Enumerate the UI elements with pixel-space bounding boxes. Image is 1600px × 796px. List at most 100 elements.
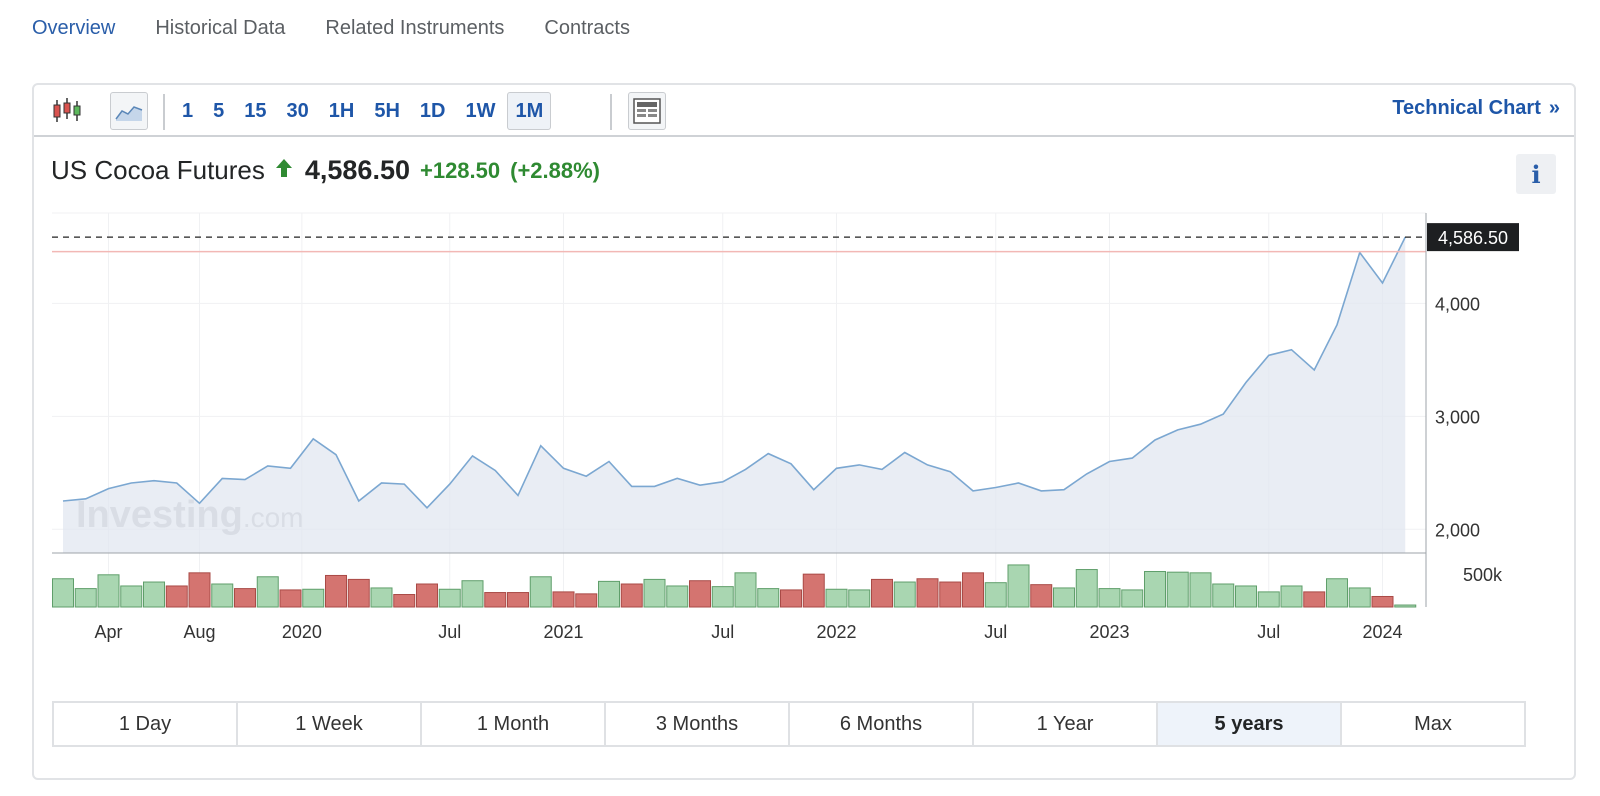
nav-tabs: Overview Historical Data Related Instrum… — [32, 14, 630, 42]
last-price: 4,586.50 — [304, 155, 410, 185]
volume-bar — [416, 583, 438, 608]
interval-buttons: 1 5 15 30 1H 5H 1D 1W 1M — [174, 92, 555, 130]
y-tick-label: 3,000 — [1435, 407, 1480, 427]
volume-bar — [734, 572, 757, 608]
price-chart: Investing.com2,0003,0004,000500k4,586.50… — [52, 212, 1519, 642]
range-1-year[interactable]: 1 Year — [974, 703, 1158, 745]
quote-header: US Cocoa Futures 4,586.50 +128.50 (+2.88… — [51, 155, 600, 186]
volume-bar — [711, 586, 734, 608]
volume-bar — [165, 585, 188, 608]
volume-bar — [325, 574, 347, 608]
volume-bar — [1371, 595, 1394, 608]
volume-bar — [984, 582, 1007, 608]
chart-toolbar: 1 5 15 30 1H 5H 1D 1W 1M Technical Chart… — [34, 85, 1574, 137]
tab-overview[interactable]: Overview — [32, 17, 116, 39]
volume-bar — [1326, 578, 1348, 608]
interval-1[interactable]: 1 — [182, 99, 194, 122]
current-price-tag-label: 4,586.50 — [1438, 228, 1508, 248]
volume-bar — [347, 578, 370, 608]
volume-bar — [1007, 564, 1030, 608]
x-tick-label: Jul — [711, 622, 734, 642]
tab-historical-data[interactable]: Historical Data — [155, 17, 286, 39]
volume-bar — [52, 578, 74, 608]
volume-bar — [211, 583, 234, 608]
y-tick-label: 2,000 — [1435, 520, 1480, 540]
volume-bar — [1280, 585, 1303, 608]
price-area — [63, 237, 1406, 553]
x-tick-label: Jul — [984, 622, 1007, 642]
volume-bar — [507, 592, 529, 608]
interval-1m[interactable]: 1M — [507, 92, 552, 130]
toolbar-separator — [610, 94, 612, 130]
volume-bar — [802, 573, 825, 608]
volume-bar — [529, 576, 552, 608]
volume-bar — [1212, 583, 1235, 608]
volume-bar — [97, 574, 120, 608]
double-chevron-right-icon: » — [1548, 97, 1560, 119]
technical-chart-link[interactable]: Technical Chart » — [1392, 97, 1560, 120]
volume-bar — [1166, 571, 1189, 608]
volume-bar — [1121, 589, 1144, 608]
volume-bar — [893, 581, 916, 608]
interval-5[interactable]: 5 — [213, 99, 225, 122]
interval-1w[interactable]: 1W — [465, 99, 496, 122]
y-tick-label: 4,000 — [1435, 294, 1480, 314]
volume-bar — [461, 580, 484, 608]
volume-bar — [279, 589, 302, 608]
volume-bar — [825, 588, 848, 608]
interval-5h[interactable]: 5H — [374, 99, 400, 122]
current-price-tag — [1427, 223, 1519, 252]
toolbar-separator — [163, 94, 165, 130]
volume-bar — [188, 572, 211, 608]
tab-related-instruments[interactable]: Related Instruments — [325, 17, 505, 39]
volume-bar — [1257, 591, 1280, 608]
volume-bar — [143, 581, 165, 608]
tab-contracts[interactable]: Contracts — [544, 17, 630, 39]
volume-bar — [1303, 591, 1326, 608]
volume-bar — [302, 588, 325, 608]
range-5-years[interactable]: 5 years — [1158, 703, 1342, 745]
volume-bar — [939, 581, 962, 608]
x-tick-label: Jul — [1257, 622, 1280, 642]
x-tick-label: Aug — [183, 622, 215, 642]
volume-tick-label: 500k — [1463, 565, 1503, 585]
volume-bar — [1394, 604, 1417, 608]
volume-bar — [438, 588, 461, 608]
volume-bar — [370, 587, 393, 608]
info-icon[interactable]: i — [1516, 154, 1556, 194]
chart-layout-icon[interactable] — [628, 92, 666, 130]
volume-bar — [234, 588, 256, 608]
x-tick-label: 2021 — [543, 622, 583, 642]
area-chart-icon[interactable] — [110, 92, 148, 130]
range-1-month[interactable]: 1 Month — [422, 703, 606, 745]
volume-bar — [1030, 584, 1053, 608]
range-1-day[interactable]: 1 Day — [54, 703, 238, 745]
interval-15[interactable]: 15 — [244, 99, 267, 122]
volume-bar — [871, 578, 893, 608]
volume-bar — [552, 591, 575, 608]
volume-bar — [620, 583, 643, 608]
volume-bar — [1098, 588, 1121, 608]
range-6-months[interactable]: 6 Months — [790, 703, 974, 745]
volume-bar — [757, 588, 780, 608]
instrument-name: US Cocoa Futures — [51, 155, 265, 185]
candlestick-icon[interactable] — [48, 92, 86, 130]
price-change: +128.50 — [419, 157, 501, 183]
interval-1d[interactable]: 1D — [419, 99, 446, 122]
volume-bar — [780, 589, 802, 608]
range-selector: 1 Day 1 Week 1 Month 3 Months 6 Months 1… — [52, 701, 1526, 747]
chart-panel: 1 5 15 30 1H 5H 1D 1W 1M Technical Chart… — [32, 83, 1576, 780]
volume-bar — [1189, 572, 1212, 608]
interval-1h[interactable]: 1H — [328, 99, 355, 122]
x-tick-label: 2023 — [1089, 622, 1129, 642]
volume-bar — [848, 589, 871, 608]
x-tick-label: 2024 — [1362, 622, 1402, 642]
range-3-months[interactable]: 3 Months — [606, 703, 790, 745]
volume-bar — [393, 594, 416, 608]
volume-bar — [916, 578, 939, 608]
x-tick-label: Jul — [438, 622, 461, 642]
up-arrow-icon — [275, 158, 293, 183]
interval-30[interactable]: 30 — [286, 99, 309, 122]
range-1-week[interactable]: 1 Week — [238, 703, 422, 745]
range-max[interactable]: Max — [1414, 712, 1452, 735]
